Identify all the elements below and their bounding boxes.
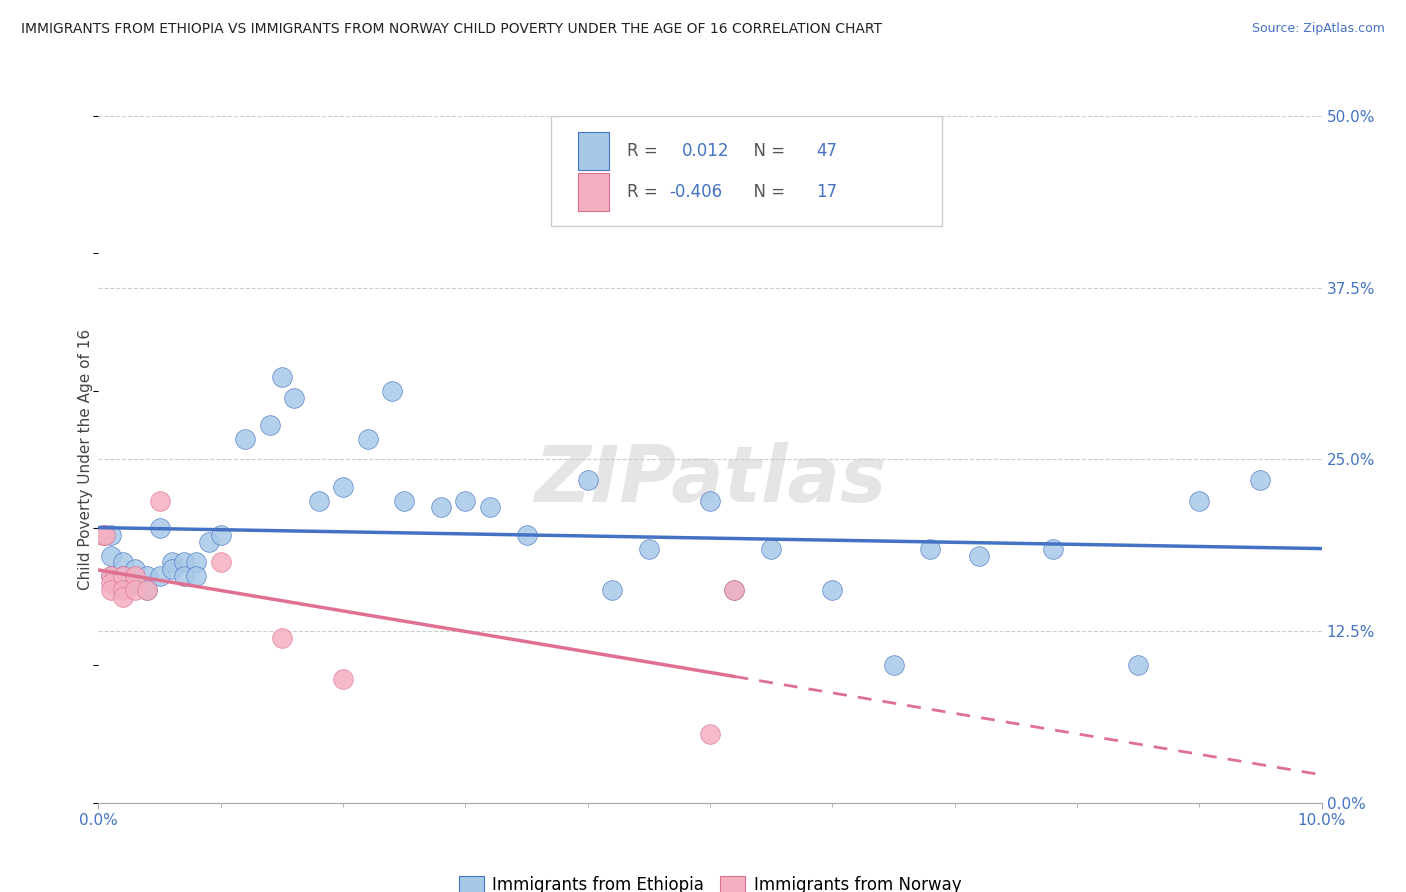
Point — [124, 569, 146, 583]
Point — [111, 582, 134, 597]
Point — [93, 528, 115, 542]
Text: 0.012: 0.012 — [682, 142, 730, 160]
Point — [233, 432, 256, 446]
Point — [100, 569, 122, 583]
Text: 17: 17 — [817, 183, 838, 201]
Text: -0.406: -0.406 — [669, 183, 723, 201]
Point — [883, 658, 905, 673]
Point — [91, 528, 114, 542]
Point — [1249, 473, 1271, 487]
Text: R =: R = — [627, 183, 662, 201]
Point — [100, 549, 122, 563]
Point — [149, 521, 172, 535]
Point — [160, 555, 183, 570]
Text: N =: N = — [742, 183, 790, 201]
Point — [356, 432, 378, 446]
Text: R =: R = — [627, 142, 662, 160]
Text: Source: ZipAtlas.com: Source: ZipAtlas.com — [1251, 22, 1385, 36]
Point — [100, 576, 122, 591]
Point — [478, 500, 501, 515]
Point — [209, 528, 232, 542]
Point — [149, 493, 172, 508]
Point — [723, 582, 745, 597]
Point — [699, 727, 721, 741]
Point — [124, 562, 146, 576]
Point — [93, 528, 115, 542]
Point — [283, 391, 305, 405]
FancyBboxPatch shape — [578, 173, 609, 211]
Point — [111, 569, 134, 583]
Point — [100, 569, 122, 583]
Point — [920, 541, 942, 556]
Y-axis label: Child Poverty Under the Age of 16: Child Poverty Under the Age of 16 — [77, 329, 93, 590]
Point — [381, 384, 404, 398]
Point — [454, 493, 477, 508]
Text: ZIPatlas: ZIPatlas — [534, 442, 886, 518]
Point — [270, 370, 292, 384]
Point — [173, 569, 195, 583]
Point — [332, 672, 354, 686]
Point — [136, 582, 159, 597]
Point — [111, 555, 134, 570]
Point — [1042, 541, 1064, 556]
Point — [197, 534, 219, 549]
Point — [430, 500, 453, 515]
Point — [308, 493, 330, 508]
Point — [576, 473, 599, 487]
Point — [100, 582, 122, 597]
Point — [332, 480, 354, 494]
Point — [516, 528, 538, 542]
Text: N =: N = — [742, 142, 790, 160]
Point — [723, 582, 745, 597]
Point — [392, 493, 416, 508]
Point — [186, 569, 208, 583]
Point — [111, 569, 134, 583]
Point — [259, 417, 281, 433]
Point — [699, 493, 721, 508]
Text: IMMIGRANTS FROM ETHIOPIA VS IMMIGRANTS FROM NORWAY CHILD POVERTY UNDER THE AGE O: IMMIGRANTS FROM ETHIOPIA VS IMMIGRANTS F… — [21, 22, 882, 37]
Point — [124, 576, 146, 591]
Point — [100, 528, 122, 542]
Point — [111, 590, 134, 604]
Point — [136, 569, 159, 583]
Point — [149, 569, 172, 583]
Point — [1128, 658, 1150, 673]
Point — [124, 582, 146, 597]
Legend: Immigrants from Ethiopia, Immigrants from Norway: Immigrants from Ethiopia, Immigrants fro… — [451, 870, 969, 892]
Point — [186, 555, 208, 570]
Point — [270, 631, 292, 645]
Point — [173, 555, 195, 570]
FancyBboxPatch shape — [578, 132, 609, 169]
Point — [209, 555, 232, 570]
Point — [967, 549, 990, 563]
Point — [759, 541, 782, 556]
Point — [821, 582, 844, 597]
Point — [160, 562, 183, 576]
Point — [136, 582, 159, 597]
Point — [600, 582, 623, 597]
FancyBboxPatch shape — [551, 116, 942, 226]
Point — [1188, 493, 1211, 508]
Text: 47: 47 — [817, 142, 838, 160]
Point — [637, 541, 661, 556]
